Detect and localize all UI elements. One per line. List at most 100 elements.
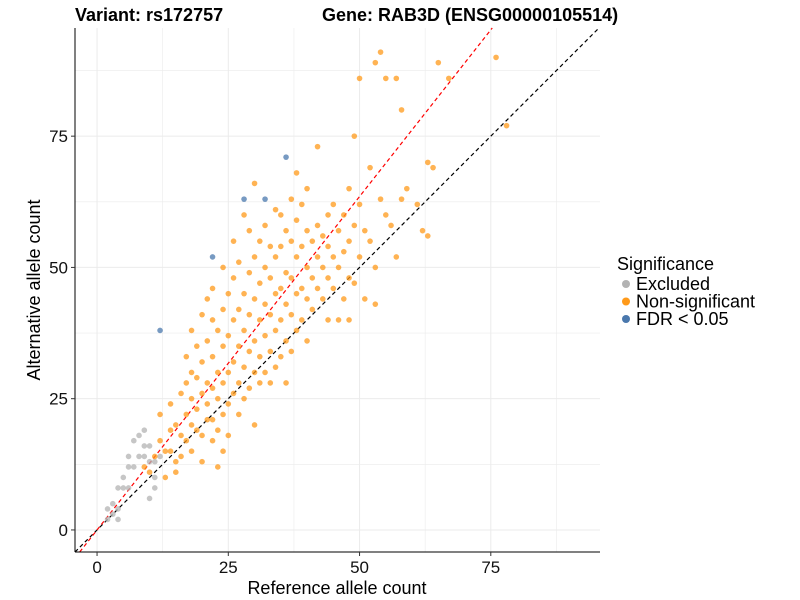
data-point [272,290,279,297]
data-point [278,353,284,360]
data-point [246,311,253,318]
data-point [209,317,216,323]
data-point [283,338,289,344]
data-point [283,380,289,386]
data-point [314,285,321,292]
data-point [225,332,232,339]
data-point [341,212,347,218]
data-point [299,317,305,323]
data-point [288,311,295,318]
x-tick-label: 50 [350,558,369,577]
data-point [146,443,153,449]
data-point [304,338,310,344]
legend-title: Significance [617,254,714,274]
data-point [367,164,373,171]
data-point [372,59,379,66]
data-point [288,275,295,281]
data-point [215,427,221,433]
data-point [183,353,190,360]
data-point [293,254,300,260]
data-point [131,437,137,444]
data-point [152,474,158,481]
data-point [251,338,258,344]
data-point [398,196,405,202]
data-point [272,364,279,370]
data-point [320,264,326,271]
data-point [120,485,127,491]
data-point [225,290,232,297]
data-point [199,458,205,465]
data-point [283,301,289,307]
data-point [293,170,300,176]
data-point [257,238,263,244]
title-variant: Variant: rs172757 [75,5,223,25]
data-point [351,280,358,286]
data-point [157,411,163,418]
data-point [178,390,184,397]
data-point [314,254,321,260]
data-point [131,464,137,470]
data-point [199,311,205,318]
legend-key [622,280,630,288]
data-point [241,196,247,202]
data-point [362,227,368,234]
data-point [215,395,221,402]
data-point [188,448,195,454]
data-point [241,327,247,334]
data-point [110,500,116,507]
data-point [267,380,274,386]
data-point [136,432,142,439]
data-point [125,464,132,470]
ticks: 0 25 50 75 0 25 50 75 [49,127,500,577]
data-point [152,453,158,460]
data-point [304,185,310,192]
data-point [272,206,279,213]
title-gene: Gene: RAB3D (ENSG00000105514) [322,5,618,25]
data-point [230,359,237,365]
data-point [225,401,232,407]
data-point [141,453,148,460]
y-tick-label: 50 [49,258,68,277]
data-point [241,212,247,218]
data-point [236,343,242,349]
data-point [251,369,258,376]
data-point [503,122,510,129]
data-point [194,406,200,412]
data-point [115,516,121,523]
data-point [278,212,284,218]
data-point [393,254,400,260]
data-point [335,317,342,323]
data-point [320,233,326,239]
x-axis-label: Reference allele count [247,578,426,598]
data-point [346,317,352,323]
data-point [209,437,216,444]
data-point [330,201,337,208]
data-point [225,369,232,376]
reference-line [79,27,493,553]
data-point [230,275,237,281]
data-point [341,248,347,255]
y-axis-label: Alternative allele count [24,199,44,380]
data-point [299,201,305,208]
points [104,49,510,523]
data-point [288,238,295,244]
data-point [188,369,195,376]
data-point [220,411,226,418]
data-point [183,380,190,386]
data-point [188,422,195,428]
data-point [246,269,253,276]
data-point [241,395,247,402]
data-point [167,427,174,433]
x-tick-label: 0 [92,558,101,577]
data-point [173,458,179,465]
data-point [209,285,216,292]
data-point [141,443,148,449]
data-point [272,254,279,260]
data-point [173,469,179,475]
data-point [204,416,211,423]
data-point [304,264,310,271]
data-point [362,296,368,302]
data-point [199,390,205,397]
data-point [204,296,211,302]
